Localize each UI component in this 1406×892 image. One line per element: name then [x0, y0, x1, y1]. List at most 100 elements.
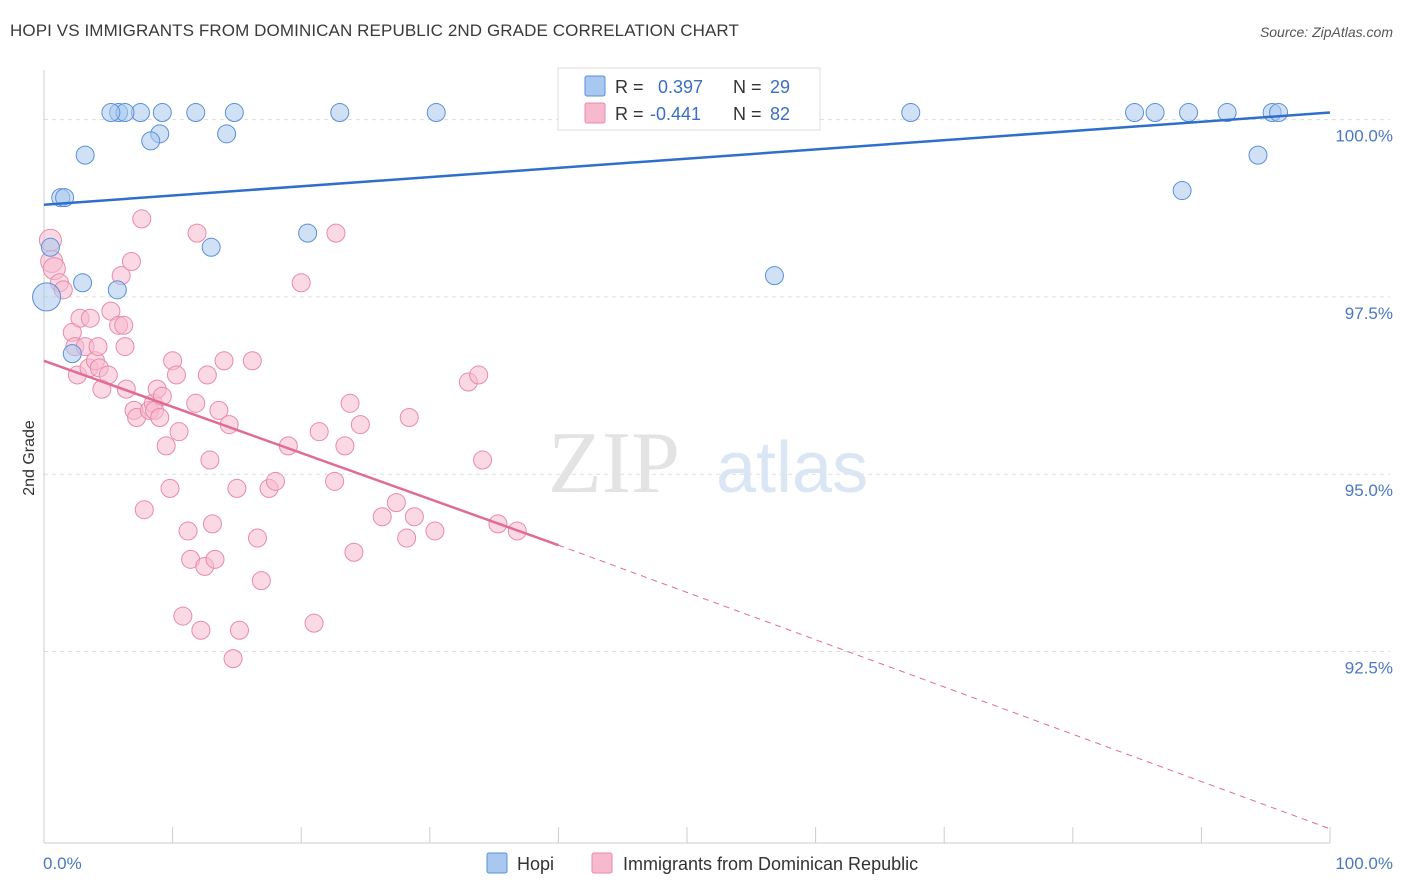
dom-point	[169, 422, 189, 442]
y-tick-label: 100.0%	[1335, 127, 1393, 146]
watermark-zip: ZIP	[548, 415, 680, 512]
dom-point	[121, 251, 141, 271]
hopi-point	[901, 103, 921, 123]
dom-point	[209, 400, 229, 420]
dom-point	[115, 337, 135, 357]
hopi-point	[1125, 103, 1145, 123]
dom-point	[399, 407, 419, 427]
dom-point	[114, 315, 134, 335]
x-tick-left: 0.0%	[43, 854, 82, 873]
dom-point	[397, 528, 417, 548]
hopi-point	[107, 280, 127, 300]
dom-point	[335, 436, 355, 456]
dom-point	[80, 308, 100, 328]
hopi-point	[1248, 145, 1268, 165]
hopi-point	[224, 103, 244, 123]
dom-point	[325, 471, 345, 491]
dom-point	[160, 478, 180, 498]
dom-point	[242, 351, 262, 371]
bottom-legend-swatch-dom	[591, 852, 613, 874]
dom-point	[386, 493, 406, 513]
dom-point	[265, 471, 285, 491]
dom-point	[214, 351, 234, 371]
dom-point	[223, 649, 243, 669]
dom-point	[309, 422, 329, 442]
dom-point	[372, 507, 392, 527]
dom-point	[251, 571, 271, 591]
dom-point	[304, 613, 324, 633]
legend-n-value-hopi: 29	[770, 77, 790, 97]
x-tick-right: 100.0%	[1335, 854, 1393, 873]
legend-n-label-dom: N =	[733, 104, 762, 124]
dom-point	[166, 365, 186, 385]
hopi-point	[141, 131, 161, 151]
legend-r-value-hopi: 0.397	[658, 77, 703, 97]
dom-point	[291, 273, 311, 293]
y-tick-label: 97.5%	[1345, 304, 1393, 323]
hopi-point	[1217, 103, 1237, 123]
hopi-point	[40, 237, 60, 257]
legend-swatch-dom	[584, 102, 606, 124]
dom-point	[229, 620, 249, 640]
source-credit: Source: ZipAtlas.com	[1259, 24, 1393, 40]
hopi-point	[764, 266, 784, 286]
hopi-point	[1179, 103, 1199, 123]
hopi-point	[426, 103, 446, 123]
dom-point	[247, 528, 267, 548]
dom-point	[88, 337, 108, 357]
dom-point	[187, 223, 207, 243]
dom-point	[350, 415, 370, 435]
dom-point	[178, 521, 198, 541]
hopi-point	[62, 344, 82, 364]
dom-point	[473, 450, 493, 470]
legend: R = 0.397 N = 29 R = -0.441 N = 82	[557, 67, 821, 131]
dom-point	[340, 393, 360, 413]
dom-point	[132, 209, 152, 229]
y-axis-label: 2nd Grade	[21, 420, 38, 496]
dom-point	[469, 365, 489, 385]
dom-point	[156, 436, 176, 456]
legend-n-label-hopi: N =	[733, 77, 762, 97]
dom-point	[425, 521, 445, 541]
hopi-point	[101, 103, 121, 123]
legend-r-value-dom: -0.441	[650, 104, 701, 124]
hopi-point	[75, 145, 95, 165]
bottom-legend-swatch-hopi	[486, 852, 508, 874]
dom-point	[186, 393, 206, 413]
axes	[43, 70, 1331, 844]
dom-trend-line	[43, 359, 559, 547]
y-tick-label: 92.5%	[1345, 659, 1393, 678]
y-tick-labels: 100.0% 97.5% 95.0% 92.5%	[1335, 127, 1393, 678]
hopi-points	[32, 103, 1289, 364]
dom-point	[191, 620, 211, 640]
dom-point	[227, 478, 247, 498]
legend-r-label-hopi: R =	[615, 77, 644, 97]
hopi-point	[201, 237, 221, 257]
bottom-legend-label-hopi: Hopi	[517, 854, 554, 874]
y-tick-label: 95.0%	[1345, 481, 1393, 500]
chart-title: HOPI VS IMMIGRANTS FROM DOMINICAN REPUBL…	[10, 21, 739, 40]
watermark-atlas: atlas	[716, 428, 868, 508]
dom-trend-extension	[558, 544, 1331, 830]
hopi-point	[1172, 181, 1192, 201]
dom-point	[200, 450, 220, 470]
dom-points	[38, 209, 527, 669]
legend-r-label-dom: R =	[615, 104, 644, 124]
trend-lines	[43, 111, 1331, 830]
legend-swatch-hopi	[584, 75, 606, 97]
hopi-point	[32, 282, 62, 312]
hopi-point	[1145, 103, 1165, 123]
hopi-point	[73, 273, 93, 293]
grid-lines	[44, 119, 1390, 653]
hopi-trend-line	[43, 111, 1331, 206]
dom-point	[404, 507, 424, 527]
dom-point	[173, 606, 193, 626]
hopi-point	[298, 223, 318, 243]
bottom-legend-label-dom: Immigrants from Dominican Republic	[623, 854, 918, 874]
hopi-point	[217, 124, 237, 144]
dom-point	[344, 542, 364, 562]
dom-point	[134, 500, 154, 520]
dom-point	[197, 365, 217, 385]
hopi-point	[1269, 103, 1289, 123]
